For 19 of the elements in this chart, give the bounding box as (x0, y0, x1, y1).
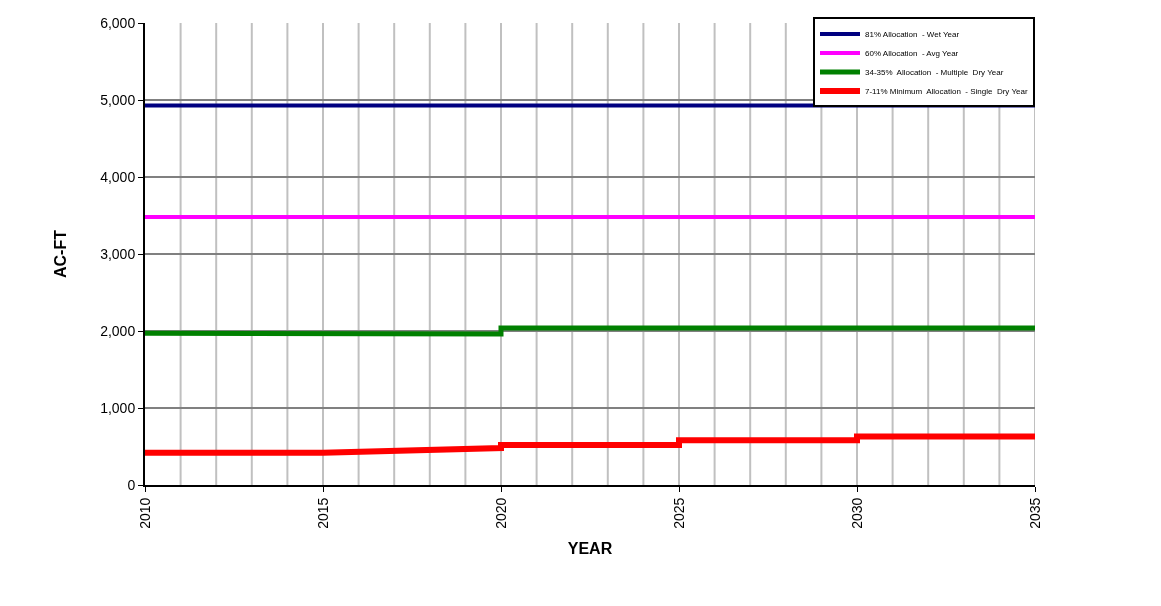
y-axis-title: AC-FT (51, 229, 69, 278)
y-tick-label: 5,000 (100, 91, 136, 108)
y-tick-label: 3,000 (100, 245, 136, 262)
y-tick-label: 1,000 (100, 399, 136, 416)
legend-label: 81% Allocation - Wet Year (865, 30, 960, 40)
x-tick-label: 2020 (492, 497, 509, 529)
y-tick-label: 2,000 (100, 322, 136, 339)
y-tick-label: 6,000 (100, 14, 136, 31)
x-tick-label: 2025 (670, 497, 687, 529)
y-tick-label: 4,000 (100, 168, 136, 185)
x-tick-label: 2035 (1026, 497, 1043, 529)
y-tick-label: 0 (127, 476, 136, 493)
x-tick-label: 2030 (848, 497, 865, 529)
x-axis-title: YEAR (567, 539, 613, 557)
x-tick-label: 2015 (314, 497, 331, 529)
legend-label: 34-35% Allocation - Multiple Dry Year (865, 68, 1004, 78)
legend-label: 7-11% Minimum Allocation - Single Dry Year (865, 87, 1028, 97)
legend-label: 60% Allocation - Avg Year (865, 49, 959, 59)
x-tick-label: 2010 (136, 497, 153, 529)
